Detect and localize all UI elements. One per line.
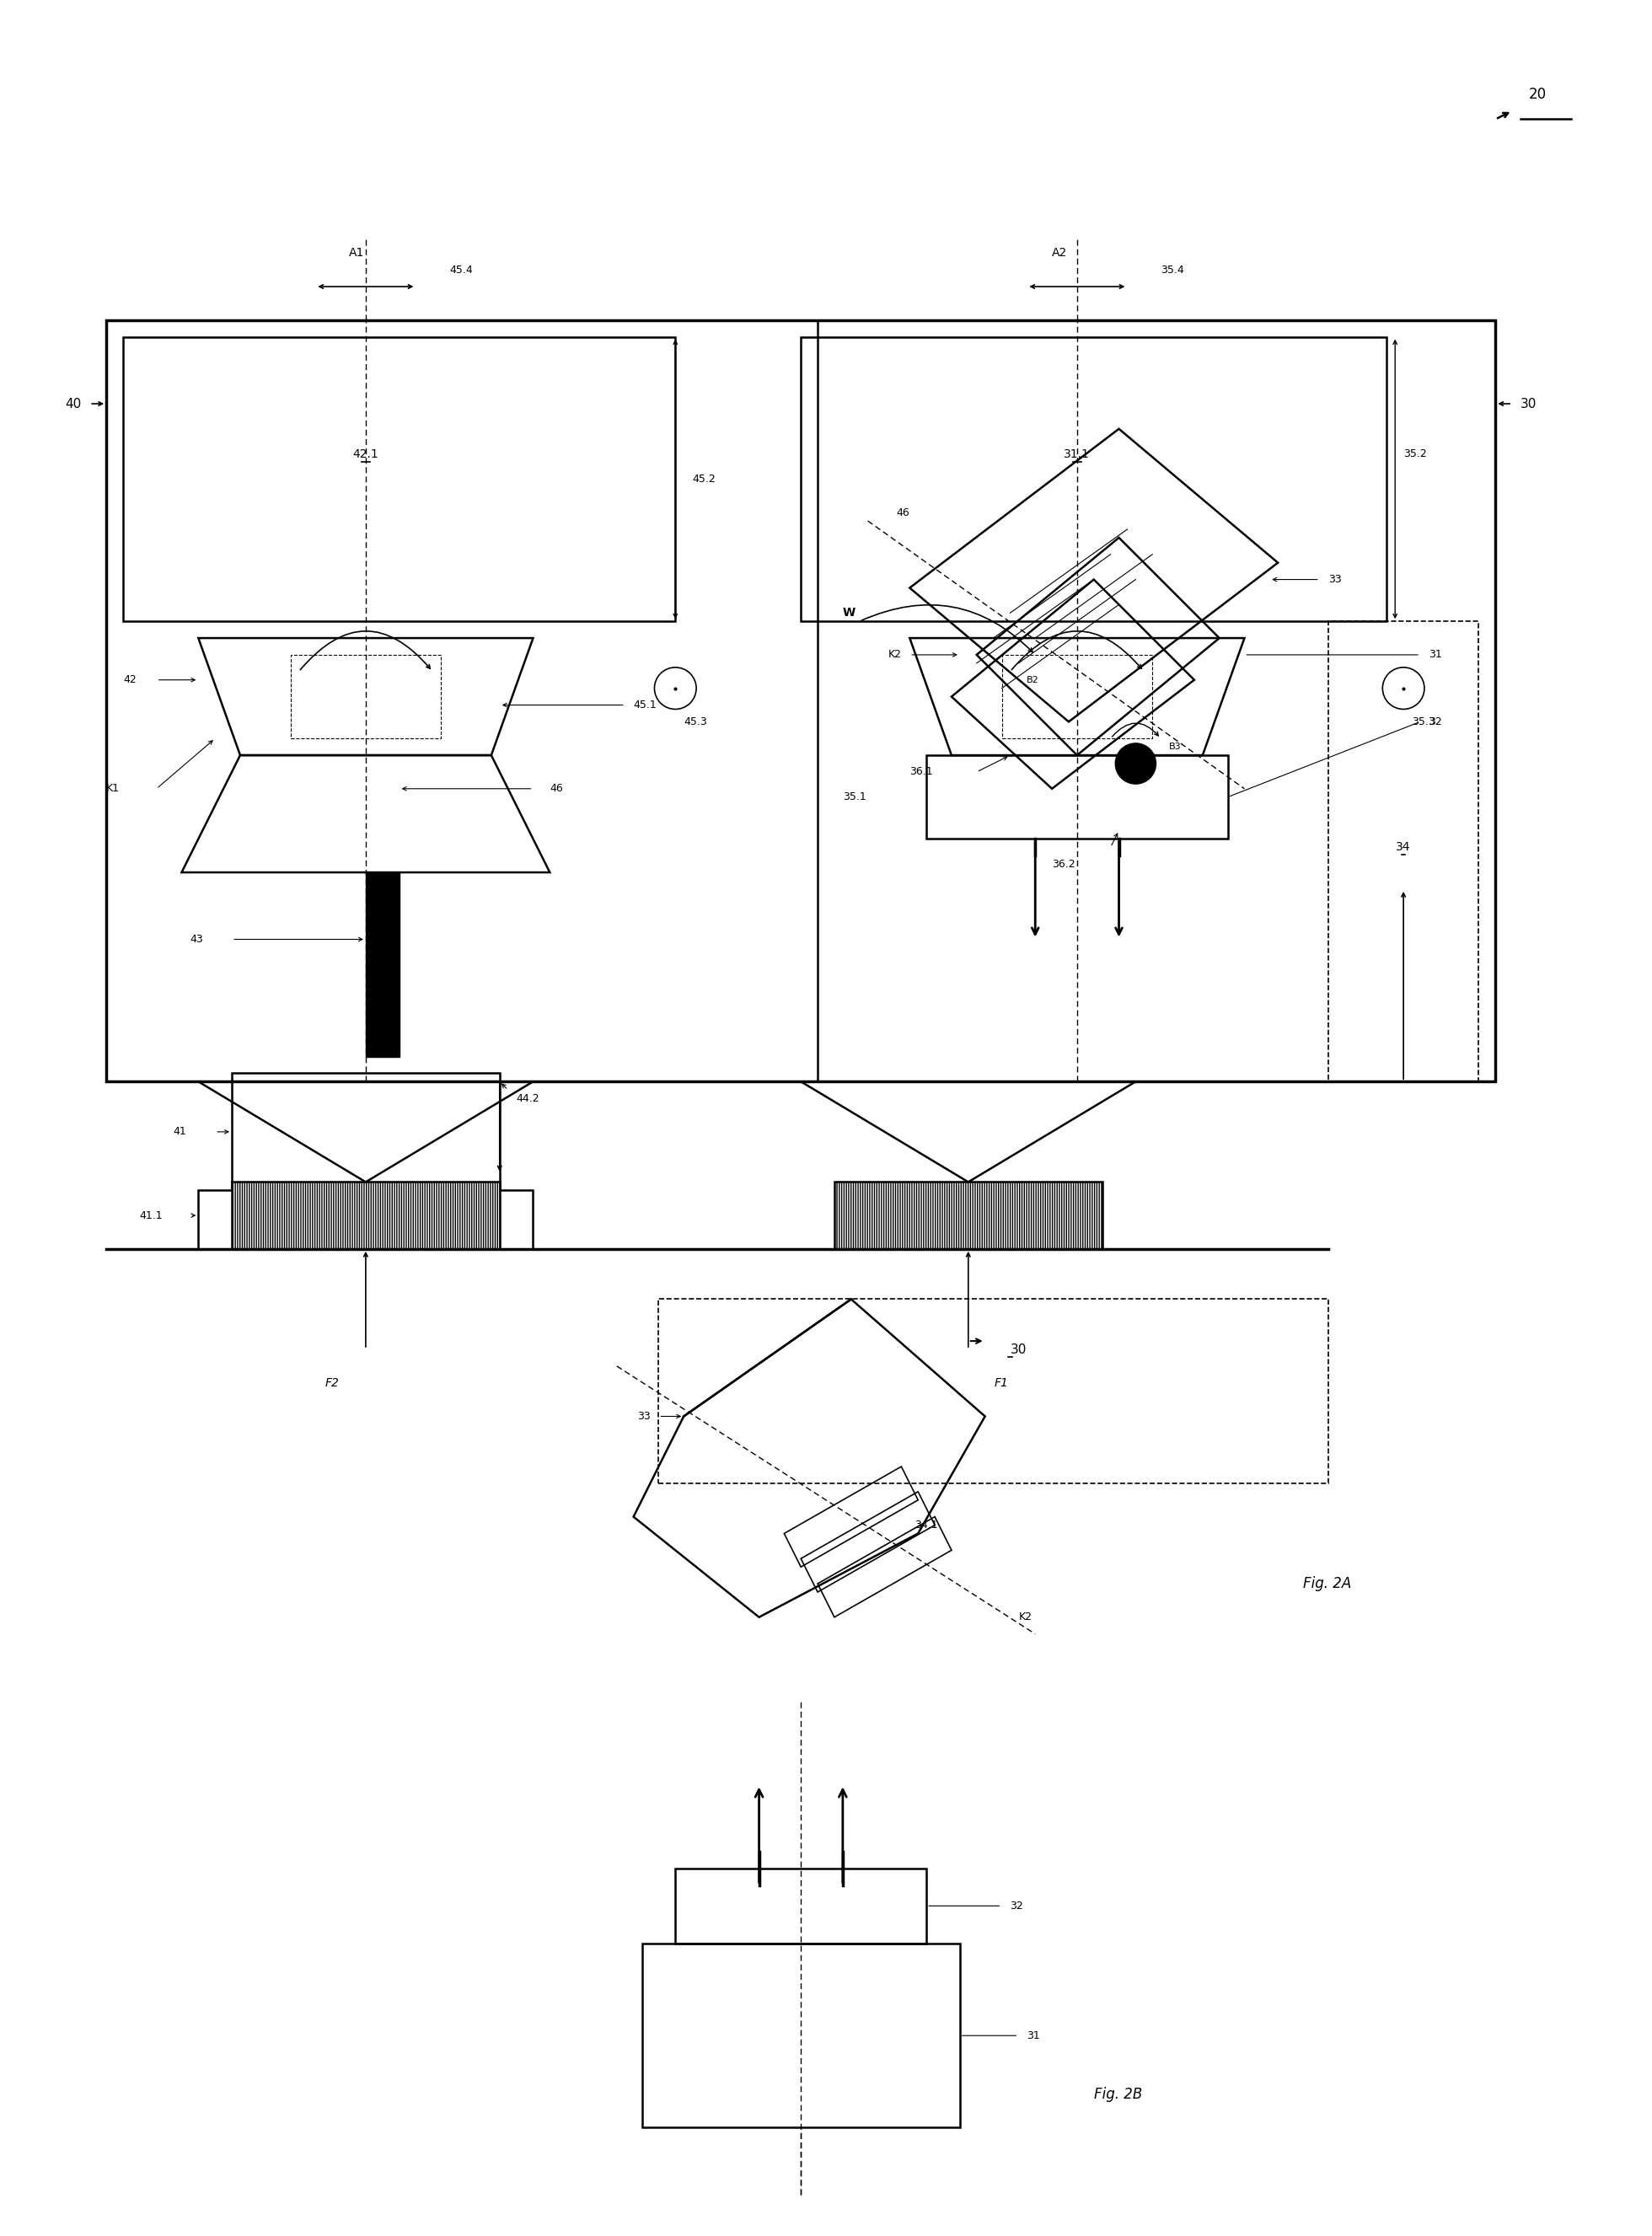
Text: 35.1: 35.1 <box>843 792 866 803</box>
Text: 43: 43 <box>190 935 203 946</box>
Text: 36.2: 36.2 <box>1052 859 1075 870</box>
Text: B3: B3 <box>1170 742 1181 751</box>
Bar <box>643 1943 960 2129</box>
Text: W: W <box>843 606 856 619</box>
Text: 46: 46 <box>550 783 563 794</box>
Text: K2: K2 <box>887 648 902 660</box>
Bar <box>659 1299 1328 1482</box>
Circle shape <box>1115 742 1156 785</box>
Text: 45.2: 45.2 <box>692 474 715 485</box>
Text: 31: 31 <box>1028 2030 1041 2041</box>
Text: 31.1: 31.1 <box>1064 447 1090 461</box>
Text: 45.4: 45.4 <box>449 264 472 275</box>
Text: 31: 31 <box>1429 648 1442 660</box>
Text: 34.1: 34.1 <box>915 1520 938 1532</box>
Text: 46: 46 <box>897 508 910 519</box>
Bar <box>676 1869 927 1943</box>
Text: 42: 42 <box>122 675 137 686</box>
Text: 44.2: 44.2 <box>517 1093 540 1105</box>
Bar <box>1328 622 1479 1082</box>
Bar <box>231 1073 499 1190</box>
Text: 34: 34 <box>1396 841 1411 854</box>
Text: 32: 32 <box>1429 716 1442 727</box>
Text: 42.1: 42.1 <box>354 447 378 461</box>
Text: A2: A2 <box>1052 248 1067 259</box>
Text: 45.1: 45.1 <box>633 700 657 711</box>
Text: 36.1: 36.1 <box>910 767 933 778</box>
Text: 35.2: 35.2 <box>1404 449 1427 458</box>
Text: 32: 32 <box>1009 1901 1023 1912</box>
Text: F1: F1 <box>995 1377 1009 1389</box>
Bar <box>291 655 441 738</box>
Text: 35.3: 35.3 <box>1412 716 1436 727</box>
Bar <box>1001 655 1153 738</box>
Text: 33: 33 <box>638 1411 651 1422</box>
Bar <box>106 320 1495 1082</box>
Bar <box>198 1190 534 1250</box>
Text: Fig. 2A: Fig. 2A <box>1303 1576 1351 1592</box>
Bar <box>927 756 1227 838</box>
Bar <box>834 1183 1102 1250</box>
Text: K2: K2 <box>1019 1612 1032 1623</box>
Text: 35.4: 35.4 <box>1161 264 1184 275</box>
Text: 41: 41 <box>173 1127 187 1138</box>
Text: K1: K1 <box>106 783 119 794</box>
Bar <box>122 338 676 622</box>
Text: Fig. 2B: Fig. 2B <box>1094 2086 1142 2102</box>
Text: 20: 20 <box>1530 87 1546 101</box>
Bar <box>231 1183 499 1250</box>
Text: 30: 30 <box>1520 398 1536 409</box>
Text: F2: F2 <box>325 1377 339 1389</box>
Bar <box>365 872 400 1055</box>
Bar <box>240 1198 307 1241</box>
Text: 33: 33 <box>1328 575 1341 586</box>
Text: B2: B2 <box>1028 675 1039 684</box>
Bar <box>801 338 1386 622</box>
Text: 45.3: 45.3 <box>684 716 707 727</box>
Text: 41.1: 41.1 <box>140 1210 164 1221</box>
Text: 30: 30 <box>1009 1344 1026 1355</box>
Text: 40: 40 <box>64 398 81 409</box>
Text: A1: A1 <box>349 248 365 259</box>
